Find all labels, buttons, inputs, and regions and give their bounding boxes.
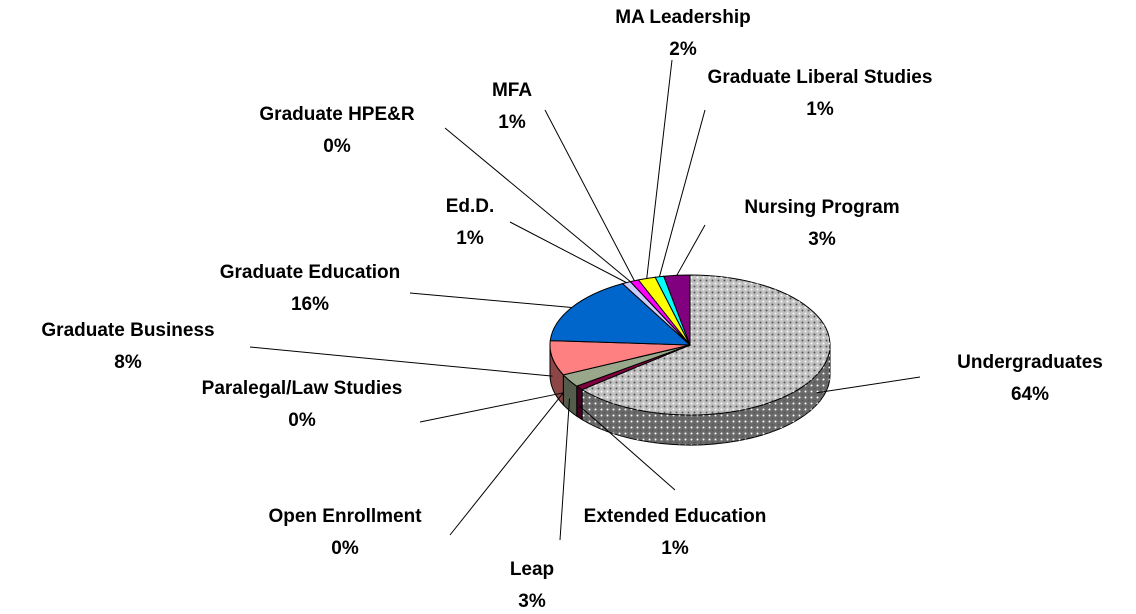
slice-label: Graduate Education [220,262,401,283]
slice-label: Graduate HPE&R [259,104,414,125]
slice-label: MFA [492,80,532,101]
slice [549,283,692,346]
value-label: 3% [518,591,546,612]
leader-line [676,224,706,276]
value-label: 2% [669,39,697,60]
value-label: 8% [114,352,142,373]
slice-label: Open Enrollment [268,506,422,527]
leader-line [509,221,627,284]
slice-side-texture [582,345,830,445]
slice-label: Undergraduates [957,352,1103,373]
value-label: 1% [661,538,689,559]
value-label: 3% [808,229,836,250]
value-label: 0% [331,538,359,559]
leader-line [559,398,570,541]
slice-label: Leap [510,559,554,580]
leader-line [444,127,631,283]
leader-line [419,392,564,423]
slice-label: Graduate Business [41,320,214,341]
value-label: 16% [291,294,329,315]
slice-texture [582,275,830,415]
slice-label: Graduate Liberal Studies [708,67,933,88]
value-label: 1% [806,99,834,120]
slice-label: MA Leadership [615,7,751,28]
slice-side [576,385,583,421]
leader-line [658,109,706,277]
slice-label: Extended Education [584,506,767,527]
value-label: 0% [323,136,351,157]
value-label: 64% [1011,384,1049,405]
leader-line [409,292,572,308]
value-label: 1% [456,228,484,249]
leader-line [544,109,635,281]
leader-line [249,346,553,377]
slice-label: Ed.D. [446,196,495,217]
leader-line [579,405,676,491]
value-label: 1% [498,112,526,133]
leader-line [816,376,921,394]
value-label: 0% [288,410,316,431]
leader-line [646,59,673,279]
slice-label: Nursing Program [744,197,899,218]
slice-label: Paralegal/Law Studies [202,378,403,399]
leader-line [449,392,564,536]
